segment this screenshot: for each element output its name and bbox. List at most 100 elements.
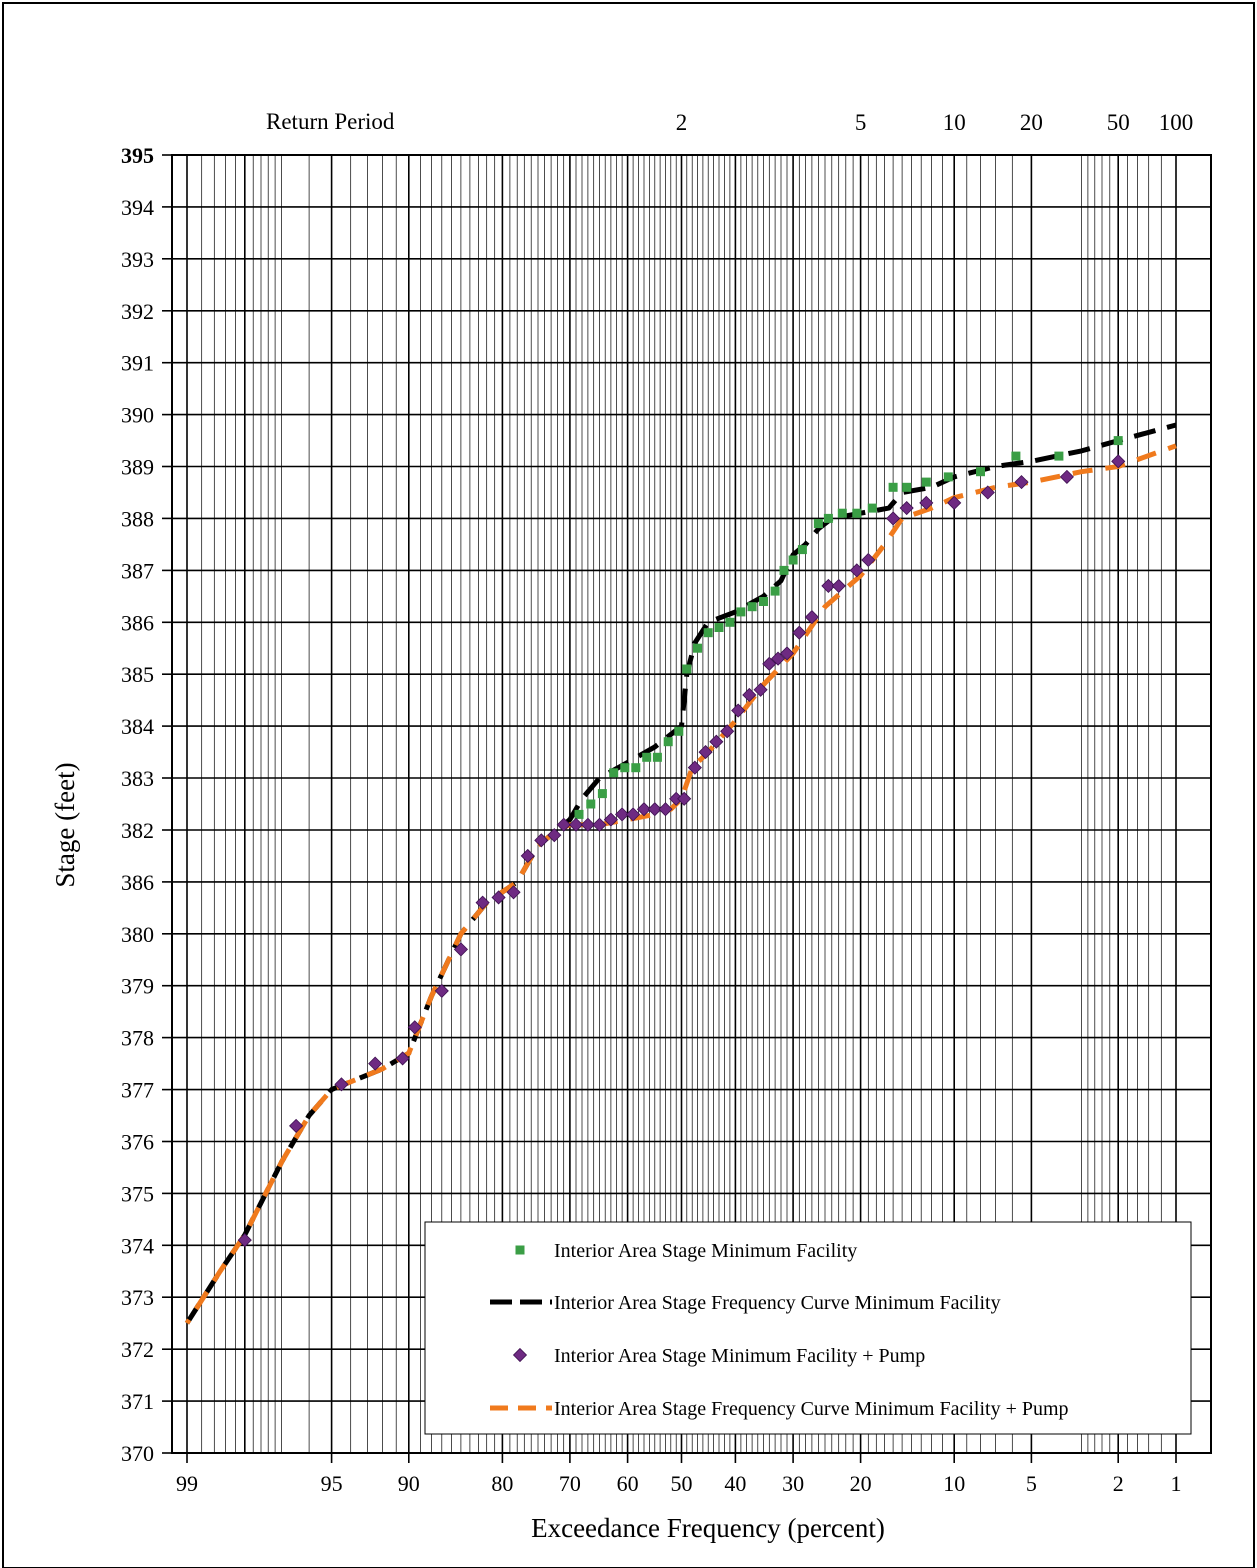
legend-label: Interior Area Stage Minimum Facility + P…	[554, 1345, 925, 1367]
series-point-square	[574, 809, 584, 819]
x-tick-label: 20	[850, 1471, 872, 1496]
series-point-square	[586, 799, 596, 809]
series-layer	[184, 422, 1177, 1325]
top-tick-label: 100	[1159, 110, 1194, 135]
legend-label: Interior Area Stage Frequency Curve Mini…	[554, 1292, 1001, 1314]
series-point-diamond	[520, 848, 535, 863]
series-point-diamond	[831, 578, 846, 594]
series-point-diamond	[720, 724, 735, 739]
series-point-square	[693, 643, 702, 653]
series-point-square	[813, 519, 823, 529]
series-point-square	[682, 664, 692, 674]
y-tick-label: 371	[121, 1389, 154, 1414]
y-tick-label: 385	[121, 662, 154, 687]
y-tick-label: 387	[121, 558, 154, 583]
plot-area	[171, 154, 1212, 1454]
series-point-diamond	[731, 703, 746, 718]
y-tick-label: 390	[121, 403, 154, 428]
series-point-diamond	[580, 817, 595, 832]
series-point-diamond	[475, 895, 490, 910]
series-point-square	[779, 565, 789, 575]
series-point-diamond	[1059, 469, 1074, 484]
top-tick-label: 10	[943, 110, 966, 135]
series-point-square	[652, 752, 662, 762]
x-axis-title: Exceedance Frequency (percent)	[531, 1513, 885, 1543]
series-point-diamond	[709, 734, 724, 749]
series-point-square	[788, 555, 798, 565]
top-tick-label: 50	[1107, 110, 1130, 135]
series-point-diamond	[491, 890, 506, 905]
legend: Interior Area Stage Minimum Facility Inte…	[424, 1221, 1192, 1435]
x-tick-label: 60	[617, 1471, 639, 1496]
series-point-square	[902, 482, 912, 492]
series-point-diamond	[453, 942, 469, 957]
series-point-diamond	[534, 833, 549, 848]
series-point-square	[597, 789, 607, 799]
series-point-diamond	[434, 983, 449, 998]
series-point-square	[759, 597, 768, 606]
y-tick-label: 386	[121, 870, 154, 895]
series-point-square	[714, 623, 724, 632]
series-point-square	[837, 508, 847, 518]
top-tick-label: 5	[855, 110, 867, 135]
y-tick-label: 380	[121, 922, 154, 947]
y-axis-title: Stage (feet)	[50, 762, 80, 887]
series-point-diamond	[1014, 475, 1029, 490]
x-tick-label: 95	[321, 1471, 343, 1496]
series-point-diamond	[615, 807, 630, 822]
series-point-diamond	[792, 625, 807, 640]
x-tick-label: 99	[176, 1471, 198, 1496]
x-tick-labels: 99 95 90 80 70 60 50 40 30 20 10 5 2 1	[176, 1471, 1182, 1496]
series-point-square	[976, 467, 985, 477]
series-point-square	[631, 763, 641, 773]
series-point-square	[888, 482, 898, 492]
legend-box	[424, 1221, 1192, 1435]
series-point-diamond	[698, 745, 713, 760]
top-axis-title: Return Period	[266, 109, 395, 134]
series-point-diamond	[636, 802, 652, 817]
series-point-diamond	[334, 1077, 349, 1092]
y-tick-label: 394	[121, 195, 154, 220]
y-tick-label: 383	[121, 766, 154, 791]
series-point-diamond	[687, 760, 702, 775]
series-point-diamond	[762, 656, 777, 671]
series-point-diamond	[506, 885, 521, 900]
series-point-square	[852, 508, 862, 518]
series-point-square	[747, 602, 757, 612]
y-tick-label: 388	[121, 506, 154, 531]
series-point-diamond	[804, 610, 819, 625]
series-point-diamond	[677, 791, 692, 806]
top-tick-labels: 2 5 10 20 50 100	[676, 110, 1194, 135]
y-tick-label: 386	[121, 610, 154, 635]
series-point-square	[943, 472, 953, 482]
series-point-diamond	[547, 828, 562, 843]
series-point-square	[736, 607, 746, 617]
y-tick-label: 382	[121, 818, 154, 843]
series-point-diamond	[368, 1056, 383, 1071]
series-point-diamond	[821, 578, 836, 594]
series-point-diamond	[1111, 454, 1126, 469]
series-point-square	[867, 503, 877, 513]
x-tick-label: 5	[1026, 1471, 1037, 1496]
y-tick-label: 389	[121, 455, 154, 480]
series-point-square	[770, 586, 780, 596]
x-tick-label: 2	[1113, 1471, 1124, 1496]
y-tick-label: 374	[121, 1233, 154, 1258]
series-point-diamond	[592, 817, 607, 832]
x-tick-label: 1	[1171, 1471, 1182, 1496]
series-point-square	[1011, 451, 1021, 461]
y-tick-label: 372	[121, 1337, 154, 1362]
series-point-diamond	[603, 812, 618, 827]
y-tick-label: 376	[121, 1130, 154, 1155]
x-tick-label: 70	[559, 1471, 581, 1496]
y-tick-label: 391	[121, 351, 154, 376]
series-point-square	[797, 545, 807, 555]
series-point-diamond	[779, 646, 795, 661]
legend-label: Interior Area Stage Frequency Curve Mini…	[554, 1398, 1069, 1420]
series-point-square	[823, 513, 833, 523]
legend-items: Interior Area Stage Minimum Facility Inte…	[490, 1240, 1069, 1420]
y-tick-label: 377	[121, 1078, 154, 1103]
series-point-diamond	[742, 687, 757, 703]
legend-swatch-marker	[515, 1245, 525, 1255]
